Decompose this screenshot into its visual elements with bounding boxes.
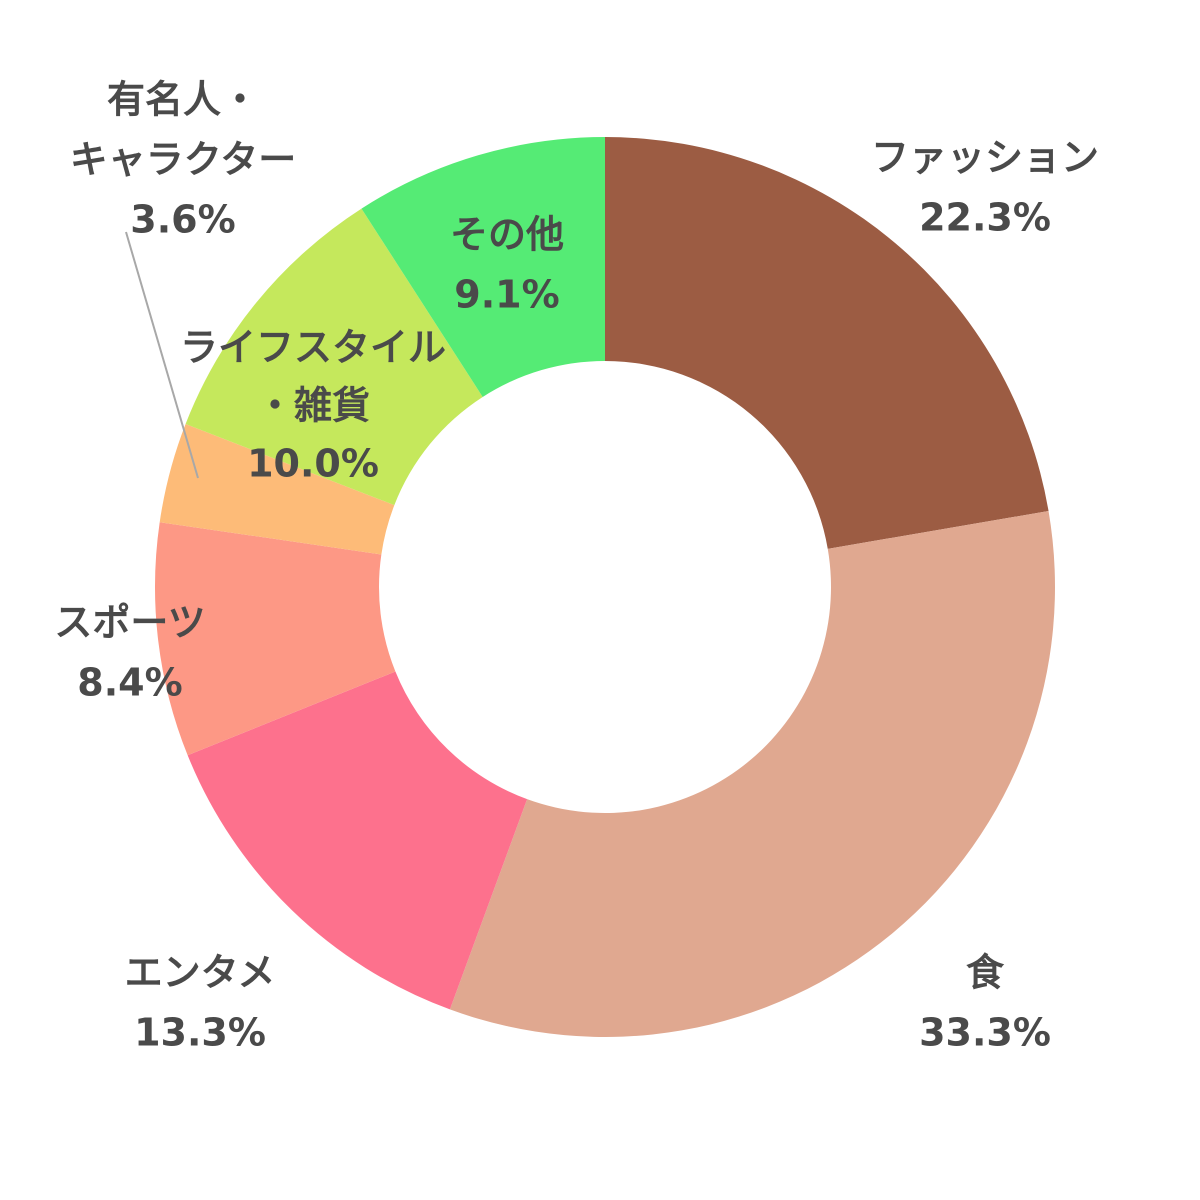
slice-value-label-0: 22.3%: [919, 196, 1051, 240]
slice-category-label-3: スポーツ: [54, 601, 205, 645]
slice-value-label-6: 9.1%: [454, 273, 559, 317]
slice-value-label-4: 3.6%: [130, 198, 235, 242]
slice-value-label-5: 10.0%: [247, 442, 379, 486]
slice-category-label-2: エンタメ: [125, 951, 276, 995]
slice-category-label-5: ライフスタイル: [180, 326, 446, 370]
slice-category-label-1: 食: [966, 951, 1005, 995]
slice-category-label-4: 有名人・: [107, 78, 259, 122]
donut-slice-6: [361, 137, 605, 397]
donut-slice-2: [187, 671, 528, 1010]
donut-slice-3: [155, 522, 396, 756]
slice-value-label-2: 13.3%: [134, 1011, 266, 1055]
slice-category-label-5: ・雑貨: [256, 384, 370, 428]
slice-category-label-4: キャラクター: [70, 138, 296, 182]
donut-slice-1: [449, 511, 1056, 1037]
slice-category-label-0: ファッション: [871, 136, 1099, 180]
donut-slice-4: [159, 423, 395, 555]
slice-value-label-3: 8.4%: [77, 661, 182, 705]
slice-value-label-1: 33.3%: [919, 1011, 1051, 1055]
leader-line-celebrity: [125, 231, 199, 479]
donut-slice-0: [605, 137, 1049, 549]
donut-slice-5: [185, 208, 483, 506]
slice-category-label-6: その他: [450, 213, 564, 257]
